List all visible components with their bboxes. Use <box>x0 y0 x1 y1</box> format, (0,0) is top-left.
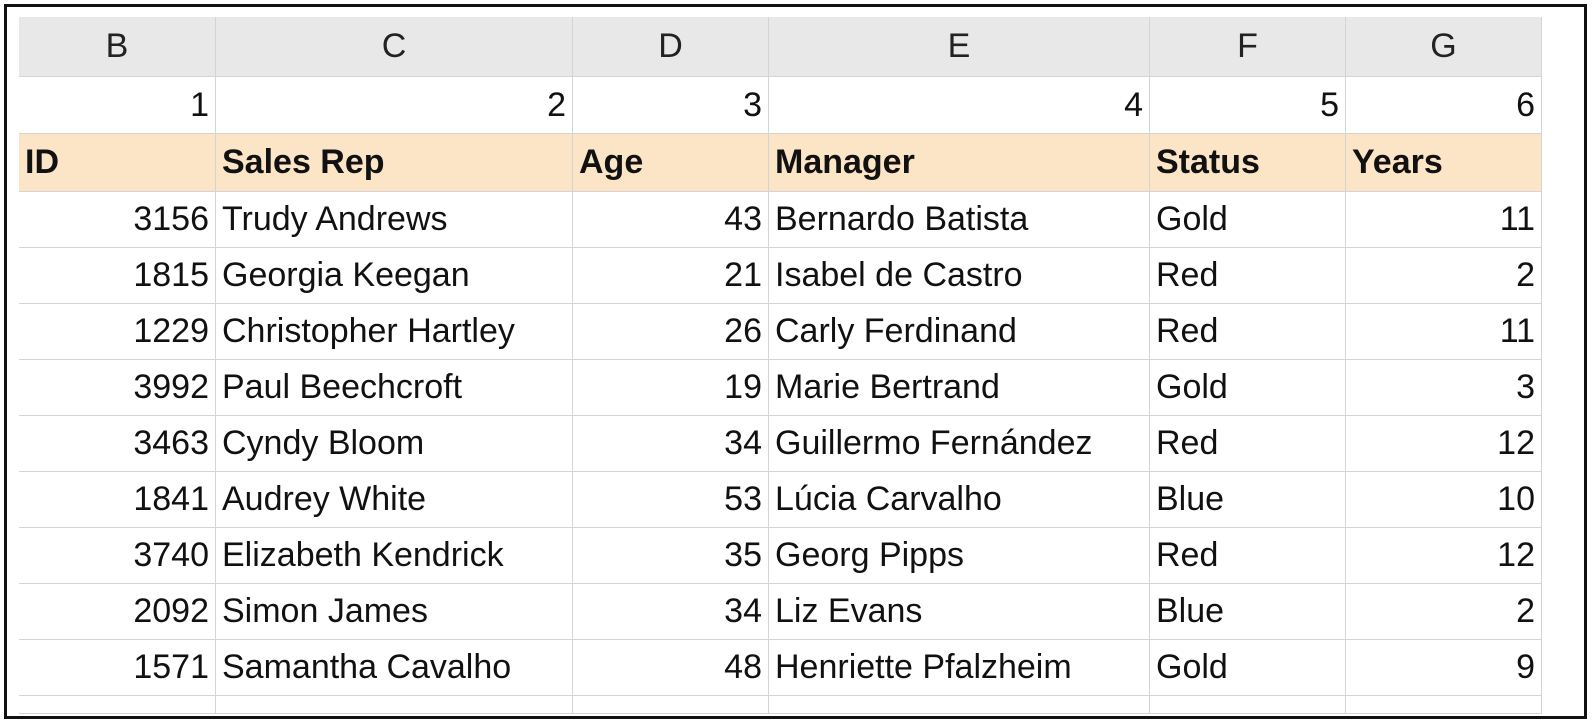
column-index-cell[interactable]: 1 <box>19 77 216 134</box>
table-header-manager[interactable]: Manager <box>769 134 1150 192</box>
table-cell[interactable]: 2 <box>1346 584 1542 640</box>
empty-cell[interactable] <box>573 696 769 714</box>
table-cell[interactable]: Blue <box>1150 472 1346 528</box>
table-cell[interactable]: Guillermo Fernández <box>769 416 1150 472</box>
spreadsheet: B C D E F G 1 2 3 4 5 6 ID Sales Rep Age Manager Status Y… <box>19 17 1542 714</box>
screenshot-frame: B C D E F G 1 2 3 4 5 6 ID Sales Rep Age Manager Status Y… <box>4 4 1587 719</box>
table-header-age[interactable]: Age <box>573 134 769 192</box>
table-cell[interactable]: Red <box>1150 416 1346 472</box>
table-header-status[interactable]: Status <box>1150 134 1346 192</box>
column-index-cell[interactable]: 6 <box>1346 77 1542 134</box>
table-cell[interactable]: 2092 <box>19 584 216 640</box>
table-cell[interactable]: 43 <box>573 192 769 248</box>
table-cell[interactable]: 12 <box>1346 416 1542 472</box>
empty-cell[interactable] <box>1150 696 1346 714</box>
table-cell[interactable]: 3156 <box>19 192 216 248</box>
table-cell[interactable]: 11 <box>1346 304 1542 360</box>
table-cell[interactable]: 53 <box>573 472 769 528</box>
table-cell[interactable]: 3463 <box>19 416 216 472</box>
table-cell[interactable]: 35 <box>573 528 769 584</box>
column-index-cell[interactable]: 4 <box>769 77 1150 134</box>
table-cell[interactable]: Simon James <box>216 584 573 640</box>
table-cell[interactable]: Trudy Andrews <box>216 192 573 248</box>
table-cell[interactable]: 9 <box>1346 640 1542 696</box>
table-header-sales-rep[interactable]: Sales Rep <box>216 134 573 192</box>
column-index-cell[interactable]: 5 <box>1150 77 1346 134</box>
table-cell[interactable]: Gold <box>1150 640 1346 696</box>
table-cell[interactable]: 3992 <box>19 360 216 416</box>
table-cell[interactable]: Lúcia Carvalho <box>769 472 1150 528</box>
column-header-c[interactable]: C <box>216 17 573 77</box>
table-cell[interactable]: Elizabeth Kendrick <box>216 528 573 584</box>
table-header-years[interactable]: Years <box>1346 134 1542 192</box>
table-cell[interactable]: Gold <box>1150 360 1346 416</box>
empty-cell[interactable] <box>19 696 216 714</box>
table-cell[interactable]: 11 <box>1346 192 1542 248</box>
empty-cell[interactable] <box>769 696 1150 714</box>
table-cell[interactable]: Red <box>1150 528 1346 584</box>
table-cell[interactable]: 19 <box>573 360 769 416</box>
table-cell[interactable]: 3740 <box>19 528 216 584</box>
empty-cell[interactable] <box>1346 696 1542 714</box>
cell-grid: B C D E F G 1 2 3 4 5 6 ID Sales Rep Age Manager Status Y… <box>19 17 1542 714</box>
column-index-cell[interactable]: 2 <box>216 77 573 134</box>
column-header-f[interactable]: F <box>1150 17 1346 77</box>
table-cell[interactable]: Henriette Pfalzheim <box>769 640 1150 696</box>
table-cell[interactable]: Isabel de Castro <box>769 248 1150 304</box>
table-cell[interactable]: Gold <box>1150 192 1346 248</box>
table-cell[interactable]: 2 <box>1346 248 1542 304</box>
table-cell[interactable]: Red <box>1150 248 1346 304</box>
table-cell[interactable]: 1841 <box>19 472 216 528</box>
table-cell[interactable]: 48 <box>573 640 769 696</box>
column-header-e[interactable]: E <box>769 17 1150 77</box>
column-index-cell[interactable]: 3 <box>573 77 769 134</box>
table-cell[interactable]: 3 <box>1346 360 1542 416</box>
table-cell[interactable]: 12 <box>1346 528 1542 584</box>
column-header-g[interactable]: G <box>1346 17 1542 77</box>
column-header-d[interactable]: D <box>573 17 769 77</box>
empty-cell[interactable] <box>216 696 573 714</box>
table-cell[interactable]: Samantha Cavalho <box>216 640 573 696</box>
column-header-b[interactable]: B <box>19 17 216 77</box>
table-cell[interactable]: Liz Evans <box>769 584 1150 640</box>
table-cell[interactable]: 1571 <box>19 640 216 696</box>
table-cell[interactable]: Georg Pipps <box>769 528 1150 584</box>
table-cell[interactable]: Christopher Hartley <box>216 304 573 360</box>
table-cell[interactable]: 26 <box>573 304 769 360</box>
table-cell[interactable]: 34 <box>573 416 769 472</box>
table-cell[interactable]: Carly Ferdinand <box>769 304 1150 360</box>
table-cell[interactable]: Red <box>1150 304 1346 360</box>
table-cell[interactable]: 21 <box>573 248 769 304</box>
table-cell[interactable]: Cyndy Bloom <box>216 416 573 472</box>
table-cell[interactable]: Bernardo Batista <box>769 192 1150 248</box>
table-cell[interactable]: Audrey White <box>216 472 573 528</box>
table-header-id[interactable]: ID <box>19 134 216 192</box>
table-cell[interactable]: 1229 <box>19 304 216 360</box>
table-cell[interactable]: Marie Bertrand <box>769 360 1150 416</box>
table-cell[interactable]: Paul Beechcroft <box>216 360 573 416</box>
table-cell[interactable]: Georgia Keegan <box>216 248 573 304</box>
table-cell[interactable]: Blue <box>1150 584 1346 640</box>
table-cell[interactable]: 10 <box>1346 472 1542 528</box>
table-cell[interactable]: 1815 <box>19 248 216 304</box>
table-cell[interactable]: 34 <box>573 584 769 640</box>
